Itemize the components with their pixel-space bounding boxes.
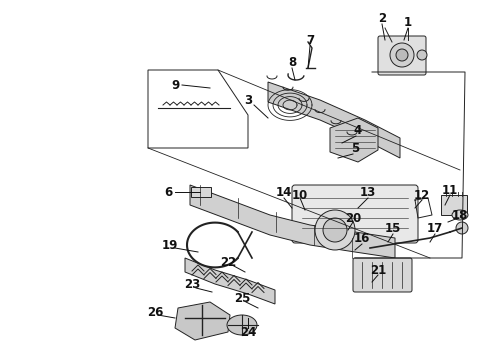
Text: 10: 10 <box>292 189 308 202</box>
FancyBboxPatch shape <box>191 187 211 197</box>
Text: 2: 2 <box>378 12 386 24</box>
Text: 1: 1 <box>404 15 412 28</box>
Text: 24: 24 <box>240 325 256 338</box>
Text: 23: 23 <box>184 279 200 292</box>
Polygon shape <box>268 82 400 158</box>
Circle shape <box>396 49 408 61</box>
Text: 9: 9 <box>171 78 179 91</box>
Text: 22: 22 <box>220 256 236 269</box>
Text: 16: 16 <box>354 231 370 244</box>
Text: 17: 17 <box>427 221 443 234</box>
Circle shape <box>456 222 468 234</box>
Ellipse shape <box>452 210 468 220</box>
Circle shape <box>323 218 347 242</box>
Text: 14: 14 <box>276 185 292 198</box>
Polygon shape <box>330 118 378 162</box>
Text: 4: 4 <box>354 123 362 136</box>
Text: 26: 26 <box>147 306 163 319</box>
FancyBboxPatch shape <box>378 36 426 75</box>
Polygon shape <box>175 302 230 340</box>
Text: 18: 18 <box>452 208 468 221</box>
Polygon shape <box>148 70 248 148</box>
Ellipse shape <box>227 315 257 335</box>
Text: 3: 3 <box>244 94 252 107</box>
FancyBboxPatch shape <box>441 195 467 215</box>
Circle shape <box>417 50 427 60</box>
Circle shape <box>315 210 355 250</box>
FancyBboxPatch shape <box>353 258 412 292</box>
Text: 6: 6 <box>164 185 172 198</box>
Text: 21: 21 <box>370 264 386 276</box>
Text: 8: 8 <box>288 55 296 68</box>
Polygon shape <box>190 185 395 258</box>
Text: 15: 15 <box>385 221 401 234</box>
Text: 13: 13 <box>360 185 376 198</box>
Text: 25: 25 <box>234 292 250 305</box>
Polygon shape <box>185 258 275 304</box>
Text: 19: 19 <box>162 239 178 252</box>
FancyBboxPatch shape <box>292 185 418 243</box>
Text: 20: 20 <box>345 212 361 225</box>
Text: 12: 12 <box>414 189 430 202</box>
Text: 11: 11 <box>442 184 458 197</box>
Text: 7: 7 <box>306 33 314 46</box>
Text: 5: 5 <box>351 141 359 154</box>
Circle shape <box>390 43 414 67</box>
